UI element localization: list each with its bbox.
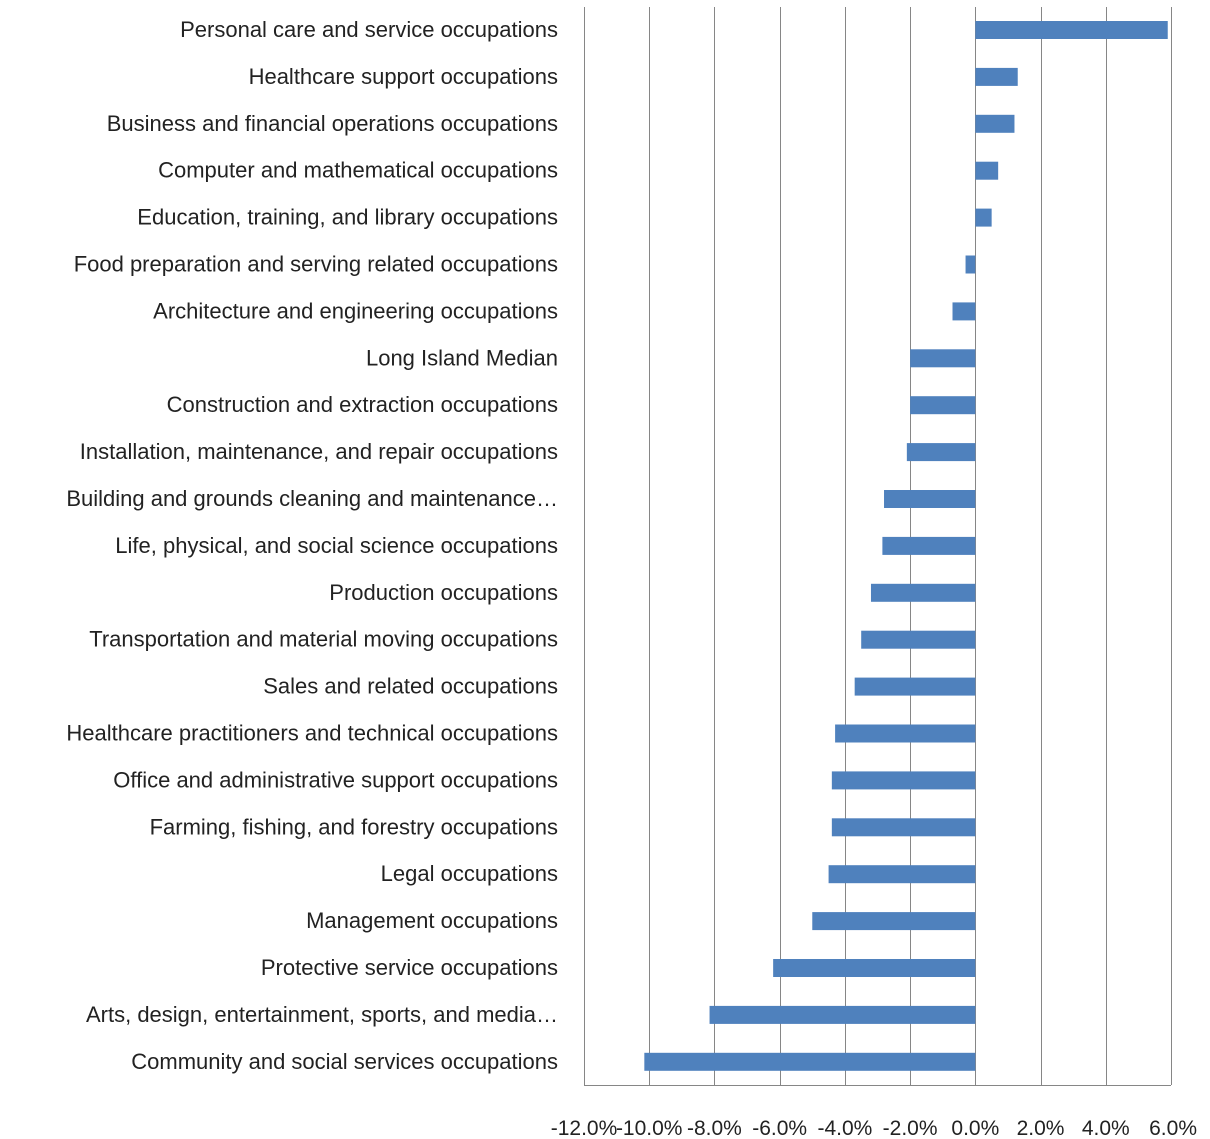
bar [835, 724, 976, 743]
category-label: Construction and extraction occupations [167, 392, 558, 417]
bar [884, 490, 976, 508]
category-label: Management occupations [306, 908, 558, 933]
bar [975, 21, 1168, 39]
bar [773, 959, 976, 977]
x-tick-label: -2.0% [883, 1117, 938, 1139]
bar [910, 396, 976, 415]
bar [854, 677, 976, 696]
bar [906, 443, 976, 462]
category-label: Production occupations [329, 580, 558, 605]
category-label: Food preparation and serving related occ… [74, 252, 558, 277]
category-label: Farming, fishing, and forestry occupatio… [150, 814, 558, 839]
bars [644, 21, 1168, 1071]
bar [965, 255, 976, 274]
category-label: Healthcare practitioners and technical o… [66, 721, 558, 746]
x-tick-label: -4.0% [817, 1117, 872, 1139]
bar [952, 302, 976, 321]
category-label: Office and administrative support occupa… [113, 767, 558, 792]
category-label: Long Island Median [366, 345, 558, 370]
bar [975, 114, 1015, 133]
category-label: Community and social services occupation… [131, 1049, 558, 1074]
category-label: Building and grounds cleaning and mainte… [66, 486, 558, 511]
bar [831, 771, 976, 790]
x-tick-label: -12.0% [551, 1117, 618, 1139]
bar [828, 865, 976, 884]
category-label: Healthcare support occupations [249, 64, 558, 89]
x-tick-label: -6.0% [752, 1117, 807, 1139]
x-tick-label: 2.0% [1017, 1117, 1065, 1139]
bar [644, 1052, 976, 1071]
category-label: Sales and related occupations [263, 674, 558, 699]
category-label: Transportation and material moving occup… [89, 627, 558, 652]
category-label: Installation, maintenance, and repair oc… [80, 439, 558, 464]
x-tick-label: 4.0% [1082, 1117, 1130, 1139]
x-tick-label: 0.0% [951, 1117, 999, 1139]
bar [975, 208, 992, 227]
bar [831, 818, 976, 837]
category-label: Personal care and service occupations [180, 17, 558, 42]
x-tick-label: -8.0% [687, 1117, 742, 1139]
category-label: Legal occupations [381, 861, 558, 886]
category-label: Education, training, and library occupat… [137, 205, 558, 230]
bar [870, 583, 976, 602]
bar [910, 349, 976, 368]
category-labels: Personal care and service occupations Hea… [66, 17, 558, 1074]
bar [975, 67, 1018, 86]
category-label: Computer and mathematical occupations [158, 158, 558, 183]
category-label: Arts, design, entertainment, sports, and… [86, 1002, 558, 1027]
bar [975, 161, 999, 180]
category-label: Protective service occupations [261, 955, 558, 980]
category-label: Business and financial operations occupa… [107, 111, 558, 136]
x-tick-label: -10.0% [616, 1117, 683, 1139]
category-label: Architecture and engineering occupations [153, 298, 558, 323]
category-label: Life, physical, and social science occup… [115, 533, 558, 558]
x-tick-label: 6.0% [1149, 1117, 1197, 1139]
bar [882, 536, 976, 555]
bar [812, 912, 976, 931]
bar [709, 1005, 976, 1024]
x-tick-labels: -12.0%-10.0% -8.0% -6.0% -4.0% -2.0% 0.0% 2.0%… [551, 1117, 1197, 1139]
bar [861, 630, 976, 649]
